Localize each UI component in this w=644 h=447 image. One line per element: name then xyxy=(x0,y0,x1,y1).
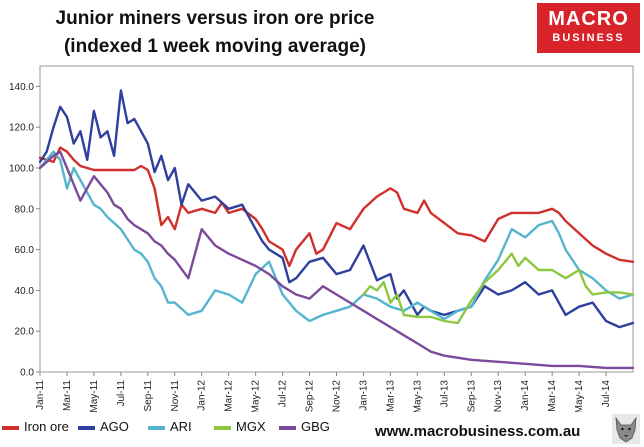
macrobusiness-logo: MACRO BUSINESS xyxy=(537,3,640,53)
legend-label: GBG xyxy=(301,419,330,434)
chart-title-line-2: (indexed 1 week moving average) xyxy=(63,36,366,57)
legend-item-ari: ARI xyxy=(148,419,192,434)
series-line-iron-ore xyxy=(38,146,635,268)
logo-line-2: BUSINESS xyxy=(552,32,625,44)
x-tick-label: Sep-13 xyxy=(466,380,477,412)
y-tick-label: 60.0 xyxy=(15,245,35,256)
x-tick-label: Jan-12 xyxy=(197,380,208,411)
logo-line-1: MACRO xyxy=(548,8,629,30)
x-tick-label: May-12 xyxy=(251,380,262,412)
x-tick-label: Sep-12 xyxy=(305,380,316,412)
legend-item-ago: AGO xyxy=(78,419,129,434)
legend-swatch xyxy=(2,425,19,430)
y-tick-label: 120.0 xyxy=(9,123,34,134)
legend-swatch xyxy=(214,425,231,430)
x-tick-label: Jul-11 xyxy=(116,380,127,407)
x-tick-label: Jul-12 xyxy=(278,380,289,408)
legend-item-mgx: MGX xyxy=(214,419,266,434)
legend-swatch xyxy=(279,425,296,430)
line-chart: 0.0 20.0 40.0 60.0 80.0 100.0 120.0 140.0 Jan-11… xyxy=(9,65,635,412)
legend-label: ARI xyxy=(170,419,192,434)
x-tick-label: Mar-12 xyxy=(224,380,235,412)
x-tick-label: Sep-11 xyxy=(143,380,154,412)
x-tick-label: Mar-11 xyxy=(62,380,73,411)
y-tick-label: 100.0 xyxy=(9,164,34,175)
x-tick-label: May-13 xyxy=(412,380,423,412)
legend-label: Iron ore xyxy=(24,419,69,434)
legend-swatch xyxy=(78,425,95,430)
x-tick-label: Jul-13 xyxy=(439,380,450,408)
x-tick-label: Jan-13 xyxy=(358,380,369,411)
series-line-gbg xyxy=(38,150,635,370)
chart-title-line-1: Junior miners versus iron ore price xyxy=(55,8,375,29)
x-tick-label: May-14 xyxy=(574,380,585,412)
x-tick-label: Nov-11 xyxy=(170,380,181,412)
x-tick-label: Jan-14 xyxy=(520,380,531,411)
y-tick-label: 20.0 xyxy=(15,327,35,338)
x-tick-label: Mar-13 xyxy=(385,380,396,412)
x-tick-label: Mar-14 xyxy=(547,380,558,412)
legend-label: AGO xyxy=(100,419,129,434)
x-tick-label: Nov-12 xyxy=(332,380,343,412)
x-tick-label: Jan-11 xyxy=(35,380,46,410)
legend-swatch xyxy=(148,425,165,430)
series-line-mgx xyxy=(362,252,635,325)
y-tick-label: 80.0 xyxy=(15,204,35,215)
x-tick-label: May-11 xyxy=(89,380,100,412)
y-tick-label: 0.0 xyxy=(20,368,34,379)
series-line-ago xyxy=(38,89,635,329)
x-tick-label: Jul-14 xyxy=(601,380,612,408)
y-tick-label: 40.0 xyxy=(15,286,35,297)
legend-label: MGX xyxy=(236,419,266,434)
legend-item-gbg: GBG xyxy=(279,419,330,434)
wolf-mascot-icon xyxy=(612,414,640,444)
y-tick-label: 140.0 xyxy=(9,82,34,93)
legend-item-iron-ore: Iron ore xyxy=(2,419,69,434)
series-line-ari xyxy=(38,150,635,323)
website-url: www.macrobusiness.com.au xyxy=(375,423,581,440)
x-tick-label: Nov-13 xyxy=(493,380,504,412)
